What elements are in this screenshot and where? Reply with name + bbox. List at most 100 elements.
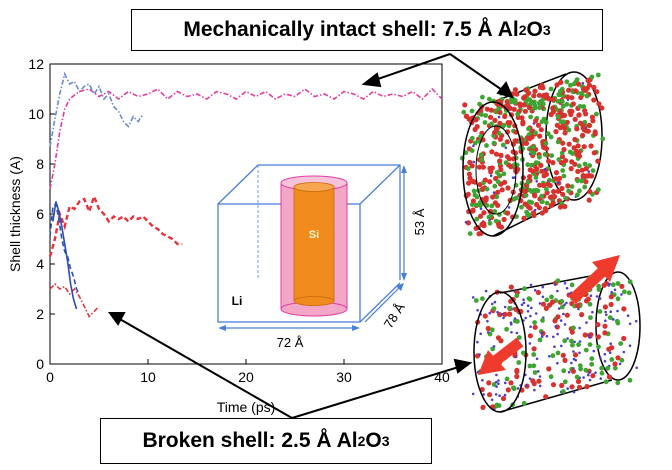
atom-dot bbox=[485, 325, 491, 332]
atom-dot bbox=[604, 319, 607, 323]
atom-dot bbox=[583, 111, 589, 117]
atom-dot bbox=[538, 375, 542, 378]
atom-dot bbox=[590, 168, 596, 174]
atom-dot bbox=[567, 108, 573, 114]
atom-dot bbox=[526, 199, 532, 205]
atom-dot bbox=[532, 324, 538, 330]
intact-atoms bbox=[459, 72, 606, 237]
si-core-bottom bbox=[293, 296, 335, 306]
atom-dot bbox=[480, 164, 486, 170]
atom-dot bbox=[592, 129, 598, 135]
atom-dot bbox=[502, 316, 505, 320]
atom-dot bbox=[581, 104, 587, 109]
atom-dot bbox=[490, 398, 494, 402]
atom-dot bbox=[565, 286, 569, 290]
atom-dot bbox=[560, 304, 565, 310]
atom-dot bbox=[494, 402, 500, 408]
atom-dot bbox=[599, 365, 605, 371]
atom-dot bbox=[482, 198, 488, 204]
atom-dot bbox=[539, 193, 544, 199]
atom-dot bbox=[497, 158, 503, 164]
atom-dot bbox=[628, 322, 632, 326]
atom-dot bbox=[493, 125, 499, 131]
atom-dot bbox=[556, 289, 559, 293]
callout-arrows bbox=[108, 53, 514, 419]
atom-dot bbox=[533, 289, 537, 292]
atom-dot bbox=[548, 355, 551, 358]
atom-dot bbox=[544, 297, 550, 303]
atom-dot bbox=[589, 294, 593, 298]
atom-dot bbox=[547, 302, 553, 308]
atom-dot bbox=[607, 315, 613, 320]
atom-dot bbox=[596, 344, 601, 350]
intact-callout-sub2: 3 bbox=[542, 22, 551, 38]
atom-dot bbox=[469, 135, 475, 141]
series-line-3 bbox=[48, 192, 183, 257]
atom-dot bbox=[505, 120, 511, 126]
atom-dot bbox=[555, 314, 561, 320]
atom-dot bbox=[531, 346, 537, 352]
atom-dot bbox=[569, 184, 575, 189]
atom-dot bbox=[555, 188, 561, 194]
atom-dot bbox=[466, 171, 472, 177]
series-line-6 bbox=[52, 201, 78, 310]
atom-dot bbox=[526, 126, 531, 132]
atom-dot bbox=[543, 168, 547, 171]
atom-dot bbox=[548, 111, 554, 118]
atom-dot bbox=[492, 130, 498, 136]
atom-dot bbox=[533, 175, 539, 180]
x-tick-label: 20 bbox=[238, 369, 254, 385]
atom-dot bbox=[479, 112, 484, 117]
atom-dot bbox=[514, 355, 518, 359]
broken-callout-sub: 2 bbox=[357, 433, 366, 449]
atom-dot bbox=[471, 188, 477, 194]
series-line-2 bbox=[49, 71, 144, 147]
atom-dot bbox=[628, 344, 632, 348]
atom-dot bbox=[527, 363, 533, 369]
atom-dot bbox=[543, 394, 549, 400]
si-core-top bbox=[293, 182, 335, 192]
atom-dot bbox=[527, 174, 533, 180]
atom-dot bbox=[562, 125, 568, 131]
atom-dot bbox=[621, 335, 627, 342]
atom-dot bbox=[478, 353, 481, 356]
atom-dot bbox=[591, 150, 597, 156]
atom-dot bbox=[578, 94, 584, 100]
atom-dot bbox=[561, 146, 567, 153]
atom-dot bbox=[584, 93, 590, 99]
atom-dot bbox=[515, 111, 520, 117]
atom-dot bbox=[587, 342, 593, 347]
atom-dot bbox=[474, 124, 480, 130]
atom-dot bbox=[584, 384, 590, 390]
atom-dot bbox=[560, 168, 566, 173]
y-axis-label: Shell thickness (A) bbox=[7, 156, 23, 272]
atom-dot bbox=[484, 106, 490, 112]
atom-dot bbox=[476, 309, 479, 312]
atom-dot bbox=[514, 293, 520, 299]
atom-dot bbox=[540, 332, 544, 335]
atom-dot bbox=[494, 393, 498, 396]
atom-dot bbox=[504, 326, 509, 332]
atom-dot bbox=[579, 91, 584, 96]
atom-dot bbox=[522, 188, 529, 194]
atom-dot bbox=[591, 97, 597, 103]
atom-dot bbox=[481, 210, 487, 216]
atom-dot bbox=[470, 178, 476, 185]
atom-dot bbox=[551, 189, 557, 195]
broken-callout-sub2: 3 bbox=[381, 433, 390, 449]
atom-dot bbox=[563, 323, 567, 326]
atom-dot bbox=[550, 97, 556, 103]
atom-dot bbox=[574, 77, 580, 82]
atom-dot bbox=[605, 365, 611, 371]
intact-cylinder-inner-rim bbox=[475, 125, 517, 215]
atom-dot bbox=[575, 143, 581, 149]
atom-dot bbox=[581, 86, 587, 92]
atom-dot bbox=[528, 342, 532, 345]
atom-dot bbox=[615, 355, 621, 361]
atom-dot bbox=[486, 214, 492, 220]
atom-dot bbox=[519, 204, 524, 210]
atom-dot bbox=[588, 371, 591, 374]
atom-dot bbox=[538, 302, 542, 305]
atom-dot bbox=[585, 321, 588, 324]
atom-dot bbox=[528, 377, 532, 380]
